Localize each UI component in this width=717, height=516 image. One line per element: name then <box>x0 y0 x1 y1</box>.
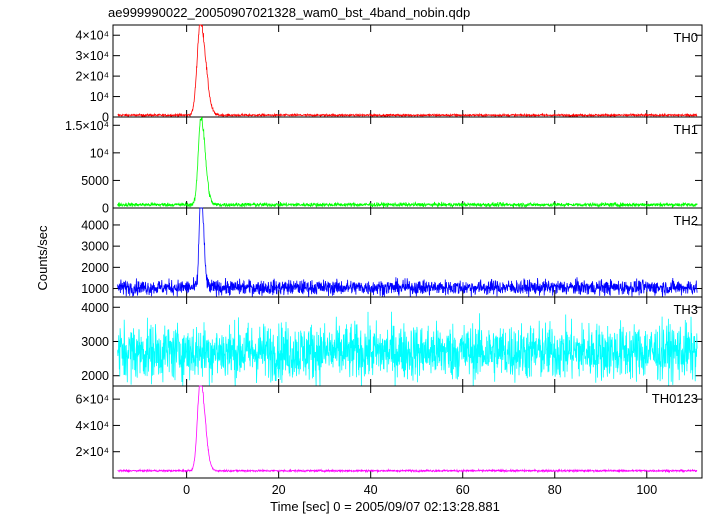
y-tick-label-th2: 4000 <box>81 218 109 232</box>
y-tick-label-th0: 2×10⁴ <box>75 70 109 84</box>
series-line-th0123 <box>117 385 698 474</box>
panel-frame-th0123 <box>112 385 703 479</box>
chart-title: ae999990022_20050907021328_wam0_bst_4ban… <box>108 5 470 20</box>
y-tick-label-th3: 2000 <box>81 369 109 383</box>
y-tick-label-th3: 3000 <box>81 335 109 349</box>
y-tick-label-th0: 4×10⁴ <box>75 29 109 43</box>
panel-label-th1: TH1 <box>673 122 698 137</box>
x-tick-label: 80 <box>548 483 562 497</box>
y-tick-label-th1: 0 <box>102 202 109 216</box>
series-line-th2 <box>117 207 698 298</box>
y-tick-label-th0123: 2×10⁴ <box>75 445 109 459</box>
panel-label-th3: TH3 <box>673 302 698 317</box>
x-axis-label: Time [sec] 0 = 2005/09/07 02:13:28.881 <box>270 499 500 514</box>
x-tick-label: 100 <box>636 483 657 497</box>
panel-frame-th1 <box>112 116 703 209</box>
series-line-th3 <box>117 311 698 387</box>
x-tick-label: 60 <box>456 483 470 497</box>
y-tick-label-th0123: 4×10⁴ <box>75 419 109 433</box>
y-tick-label-th1: 1.5×10⁴ <box>65 119 109 133</box>
panel-label-th0: TH0 <box>673 30 698 45</box>
y-tick-label-th2: 2000 <box>81 261 109 275</box>
x-tick-label: 20 <box>272 483 286 497</box>
y-tick-label-th0123: 6×10⁴ <box>75 393 109 407</box>
y-tick-label-th1: 10⁴ <box>90 146 109 160</box>
y-tick-label-th0: 0 <box>102 111 109 125</box>
y-tick-label-th2: 1000 <box>81 282 109 296</box>
x-tick-label: 40 <box>364 483 378 497</box>
panels-group: 0 10⁴ 2×10⁴ 3×10⁴ 4×10⁴ TH0 0 5000 10⁴ 1.5×10⁴ TH1… <box>65 24 703 497</box>
y-tick-label-th0: 10⁴ <box>90 90 109 104</box>
x-tick-label: 0 <box>183 483 190 497</box>
y-tick-label-th0: 3×10⁴ <box>75 49 109 63</box>
panel-label-th2: TH2 <box>673 213 698 228</box>
series-line-th0 <box>117 24 698 119</box>
y-tick-label-th2: 3000 <box>81 240 109 254</box>
y-tick-label-th3: 4000 <box>81 301 109 315</box>
panel-frame-th0 <box>112 24 703 118</box>
y-axis-label: Counts/sec <box>35 225 50 291</box>
series-line-th1 <box>117 116 698 208</box>
panel-label-th0123: TH0123 <box>652 391 698 406</box>
y-tick-label-th1: 5000 <box>81 174 109 188</box>
